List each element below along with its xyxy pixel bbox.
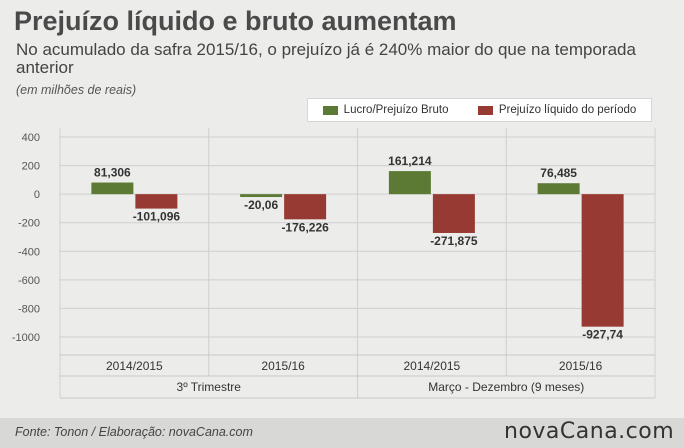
y-tick-label: 200 xyxy=(22,161,40,173)
data-label-bruto: 161,214 xyxy=(388,154,432,168)
legend-item-liquido: Prejuízo líquido do período xyxy=(477,104,637,116)
data-label-bruto: 81,306 xyxy=(94,166,131,180)
data-label-liquido: -271,875 xyxy=(430,234,478,248)
source-note: Fonte: Tonon / Elaboração: novaCana.com xyxy=(15,425,253,439)
data-label-bruto: 76,485 xyxy=(540,166,577,180)
y-tick-label: 400 xyxy=(22,132,40,144)
data-label-liquido: -101,096 xyxy=(133,210,181,224)
units-note: (em milhões de reais) xyxy=(16,83,137,97)
bar-bruto xyxy=(537,183,580,195)
data-label-bruto: -20,06 xyxy=(244,198,278,212)
legend-swatch-bruto xyxy=(322,105,338,115)
y-tick-label: -1000 xyxy=(12,332,40,344)
x-group-label: 3º Trimestre xyxy=(177,380,242,394)
bar-bruto xyxy=(240,194,283,198)
bar-chart: 400 200 0 -200 -400 -600 -800 -1000 81,306 -101,0… xyxy=(12,128,656,399)
bar-liquido xyxy=(432,194,475,233)
bar-bruto xyxy=(91,182,134,195)
legend-item-bruto: Lucro/Prejuízo Bruto xyxy=(322,104,449,116)
chart-title: Prejuízo líquido e bruto aumentam xyxy=(14,6,457,36)
brand-logo: novaCana.com xyxy=(504,419,675,444)
bar-liquido xyxy=(135,194,178,209)
footer-band xyxy=(0,418,684,448)
x-category-label: 2015/16 xyxy=(261,359,305,373)
legend-label-liquido: Prejuízo líquido do período xyxy=(498,104,637,116)
x-category-label: 2014/2015 xyxy=(404,359,461,373)
bar-liquido xyxy=(284,194,327,220)
legend: Lucro/Prejuízo Bruto Prejuízo líquido do… xyxy=(307,98,652,122)
data-label-liquido: -176,226 xyxy=(281,220,329,234)
y-tick-label: 0 xyxy=(34,189,40,201)
x-group-label: Março - Dezembro (9 meses) xyxy=(428,380,584,394)
y-tick-label: -600 xyxy=(18,275,40,287)
bar-liquido xyxy=(581,194,624,327)
data-label-liquido: -927,74 xyxy=(582,328,623,342)
legend-swatch-liquido xyxy=(477,105,493,115)
y-tick-label: -400 xyxy=(18,246,40,258)
chart-subtitle: No acumulado da safra 2015/16, o prejuíz… xyxy=(16,40,636,77)
bar-bruto xyxy=(388,171,431,195)
x-category-label: 2015/16 xyxy=(559,359,603,373)
legend-label-bruto: Lucro/Prejuízo Bruto xyxy=(343,104,449,116)
x-category-label: 2014/2015 xyxy=(106,359,163,373)
y-tick-label: -800 xyxy=(18,303,40,315)
y-tick-label: -200 xyxy=(18,218,40,230)
